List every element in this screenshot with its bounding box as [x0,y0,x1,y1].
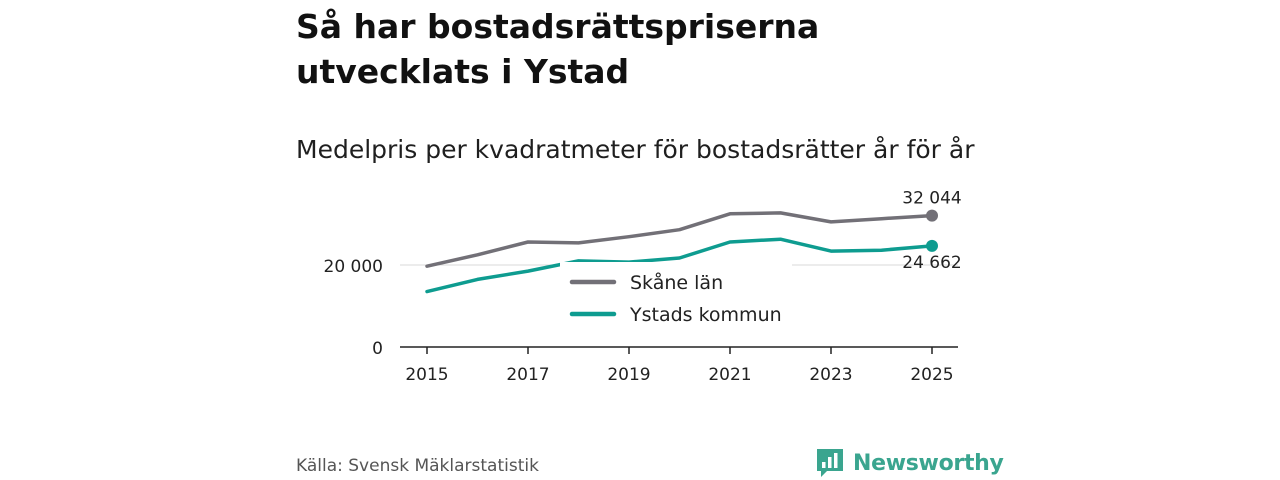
y-tick-label: 20 000 [324,257,383,277]
x-tick-label: 2019 [607,365,650,385]
brand-name: Newsworthy [853,450,1004,476]
brand-logo: Newsworthy [815,446,1004,480]
x-tick-label: 2015 [405,365,448,385]
end-marker [926,209,938,222]
end-marker [926,239,938,252]
end-value-label: 32 044 [902,189,961,209]
legend-label: Skåne län [630,271,723,294]
y-tick-label: 0 [372,339,383,359]
series-line-skane [425,211,934,268]
series: 32 044 24 662 [425,189,962,294]
end-value-label: 24 662 [902,253,961,273]
x-tick-label: 2021 [708,365,751,385]
legend-label: Ystads kommun [629,304,782,326]
x-tick-label: 2023 [809,365,852,385]
source-note: Källa: Svensk Mäklarstatistik [296,456,539,476]
axes: 0 20 000 2015 2017 2019 2021 2023 2025 [324,257,958,385]
x-tick-label: 2025 [910,365,953,385]
legend: Skåne län Ystads kommun [560,262,792,332]
newsworthy-logo-icon [817,449,843,477]
series-line-ystad [425,237,934,294]
legend-background [560,262,792,332]
chart-title: Så har bostadsrättspriserna utvecklats i… [296,7,820,91]
x-tick-label: 2017 [506,365,549,385]
chart-subtitle: Medelpris per kvadratmeter för bostadsrä… [296,135,975,164]
